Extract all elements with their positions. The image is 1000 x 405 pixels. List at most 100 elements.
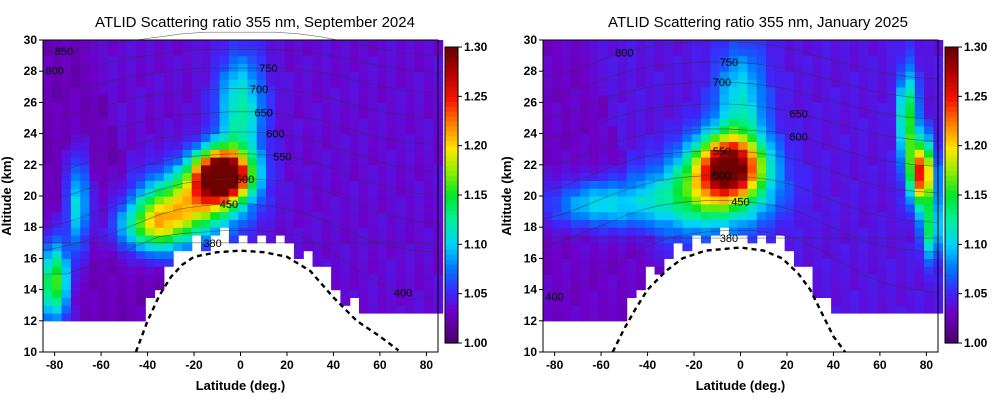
colorbar-tick-label: 1.15	[464, 188, 488, 202]
heatmap-cell	[626, 274, 637, 283]
heatmap-cell	[405, 188, 416, 197]
heatmap-cell	[738, 110, 749, 119]
heatmap-cell	[293, 250, 304, 259]
heatmap-cell	[608, 313, 618, 322]
heatmap-cell	[173, 227, 184, 236]
heatmap-cell	[608, 250, 618, 259]
heatmap-cell	[108, 110, 118, 119]
heatmap-cell	[331, 86, 342, 96]
heatmap-cell	[247, 94, 258, 103]
heatmap-cell	[766, 86, 776, 96]
heatmap-cell	[284, 133, 295, 142]
heatmap-cell	[645, 133, 656, 142]
heatmap-cell	[561, 40, 572, 49]
heatmap-cell	[645, 47, 656, 57]
heatmap-cell	[793, 211, 804, 220]
heatmap-cell	[414, 71, 425, 80]
heatmap-cell	[905, 55, 916, 64]
heatmap-cell	[210, 157, 221, 166]
heatmap-cell	[126, 164, 137, 174]
heatmap-cell	[331, 141, 342, 150]
heatmap-cell	[145, 172, 156, 181]
heatmap-cell	[70, 227, 81, 236]
heatmap-cell	[70, 164, 81, 174]
x-tick-label: -80	[46, 358, 64, 372]
heatmap-cell	[43, 40, 53, 49]
heatmap-cell	[284, 188, 295, 197]
isentrope-line	[542, 41, 939, 80]
heatmap-cell	[275, 133, 286, 142]
heatmap-cell	[182, 94, 193, 103]
heatmap-cell	[691, 94, 702, 103]
heatmap-cell	[766, 235, 776, 244]
colorbar-segment	[445, 106, 458, 112]
heatmap-cell	[552, 149, 563, 158]
heatmap-cell	[108, 94, 118, 103]
heatmap-cell	[173, 172, 184, 181]
heatmap-cell	[849, 164, 860, 174]
heatmap-cell	[293, 172, 304, 181]
heatmap-cell	[359, 110, 369, 119]
heatmap-cell	[359, 141, 369, 150]
heatmap-cell	[340, 266, 351, 275]
heatmap-cell	[710, 79, 721, 88]
heatmap-cell	[812, 203, 823, 213]
heatmap-cell	[608, 305, 618, 314]
heatmap-cell	[182, 157, 193, 166]
heatmap-cell	[70, 289, 81, 298]
heatmap-cell	[284, 164, 295, 174]
heatmap-cell	[784, 196, 795, 205]
heatmap-cell	[256, 94, 267, 103]
heatmap-cell	[896, 157, 907, 166]
heatmap-cell	[266, 125, 276, 135]
heatmap-cell	[626, 149, 637, 158]
heatmap-cell	[914, 79, 925, 88]
heatmap-cell	[117, 242, 128, 252]
heatmap-cell	[784, 118, 795, 127]
heatmap-cell	[247, 86, 258, 96]
heatmap-cell	[349, 86, 360, 96]
heatmap-cell	[756, 94, 767, 103]
heatmap-cell	[219, 219, 230, 228]
heatmap-cell	[868, 203, 879, 213]
heatmap-cell	[626, 164, 637, 174]
heatmap-cell	[608, 149, 618, 158]
heatmap-cell	[182, 219, 193, 228]
heatmap-cell	[886, 102, 897, 111]
heatmap-cell	[89, 125, 100, 135]
heatmap-cell	[331, 102, 342, 111]
x-tick-label: 60	[373, 358, 387, 372]
heatmap-cell	[126, 289, 137, 298]
heatmap-cell	[682, 40, 693, 49]
heatmap-cell	[424, 305, 434, 314]
heatmap-cell	[803, 110, 814, 119]
heatmap-cell	[312, 172, 323, 181]
heatmap-cell	[784, 227, 795, 236]
heatmap-cell	[617, 79, 628, 88]
heatmap-cell	[126, 141, 137, 150]
heatmap-cell	[135, 258, 146, 267]
heatmap-cell	[405, 203, 416, 213]
heatmap-cell	[303, 149, 314, 158]
heatmap-cell	[293, 227, 304, 236]
heatmap-cell	[377, 157, 388, 166]
heatmap-cell	[359, 94, 369, 103]
colorbar-segment	[945, 333, 958, 339]
heatmap-cell	[738, 157, 749, 166]
heatmap-cell	[580, 118, 591, 127]
heatmap-cell	[368, 258, 379, 267]
heatmap-cell	[589, 266, 600, 275]
heatmap-cell	[914, 281, 925, 291]
heatmap-cell	[617, 281, 628, 291]
heatmap-cell	[886, 281, 897, 291]
isentrope-line	[42, 153, 439, 200]
heatmap-cell	[543, 266, 553, 275]
heatmap-cell	[386, 125, 397, 135]
heatmap-cell	[173, 63, 184, 72]
heatmap-cell	[331, 55, 342, 64]
heatmap-cell	[617, 86, 628, 96]
heatmap-cell	[905, 149, 916, 158]
heatmap-cell	[340, 235, 351, 244]
y-tick-label: 12	[24, 314, 38, 328]
heatmap-cell	[340, 227, 351, 236]
